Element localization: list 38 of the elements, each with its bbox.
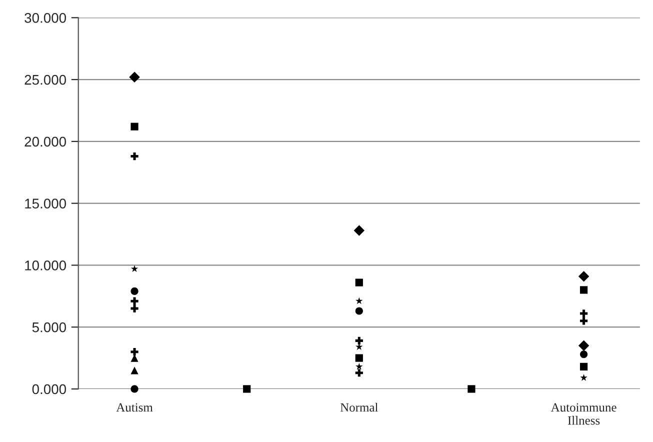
point bbox=[580, 362, 588, 370]
point bbox=[356, 297, 363, 304]
point bbox=[130, 366, 138, 374]
point bbox=[130, 297, 138, 305]
point bbox=[130, 122, 138, 130]
point bbox=[580, 310, 588, 318]
point bbox=[243, 385, 251, 393]
point bbox=[356, 362, 363, 370]
x-tick-label: Autoimmune Illness bbox=[550, 403, 616, 425]
point bbox=[355, 336, 363, 344]
point bbox=[130, 385, 138, 393]
y-tick-label: 0.000 bbox=[32, 384, 66, 394]
point bbox=[580, 350, 588, 358]
point bbox=[355, 278, 363, 286]
point bbox=[578, 340, 590, 352]
point bbox=[130, 348, 138, 356]
x-tick-label: Normal bbox=[340, 402, 378, 412]
y-tick-label: 20.000 bbox=[24, 136, 66, 147]
point bbox=[355, 369, 363, 377]
point bbox=[129, 72, 140, 82]
y-tick-label: 10.000 bbox=[25, 260, 66, 270]
point bbox=[355, 354, 363, 362]
y-tick-label: 5.000 bbox=[32, 322, 66, 332]
point bbox=[130, 152, 138, 160]
point bbox=[580, 374, 588, 381]
point bbox=[355, 307, 363, 315]
y-tick-label: 30.000 bbox=[24, 13, 66, 23]
point bbox=[130, 265, 138, 272]
point bbox=[130, 287, 138, 295]
point bbox=[578, 270, 590, 282]
point bbox=[354, 225, 365, 236]
y-tick-label: 25.000 bbox=[24, 74, 66, 85]
point bbox=[130, 304, 138, 312]
point bbox=[580, 317, 588, 325]
y-tick-label: 15.000 bbox=[25, 198, 66, 208]
point bbox=[580, 286, 588, 294]
x-tick-label: Autism bbox=[116, 403, 153, 412]
point bbox=[468, 385, 476, 393]
